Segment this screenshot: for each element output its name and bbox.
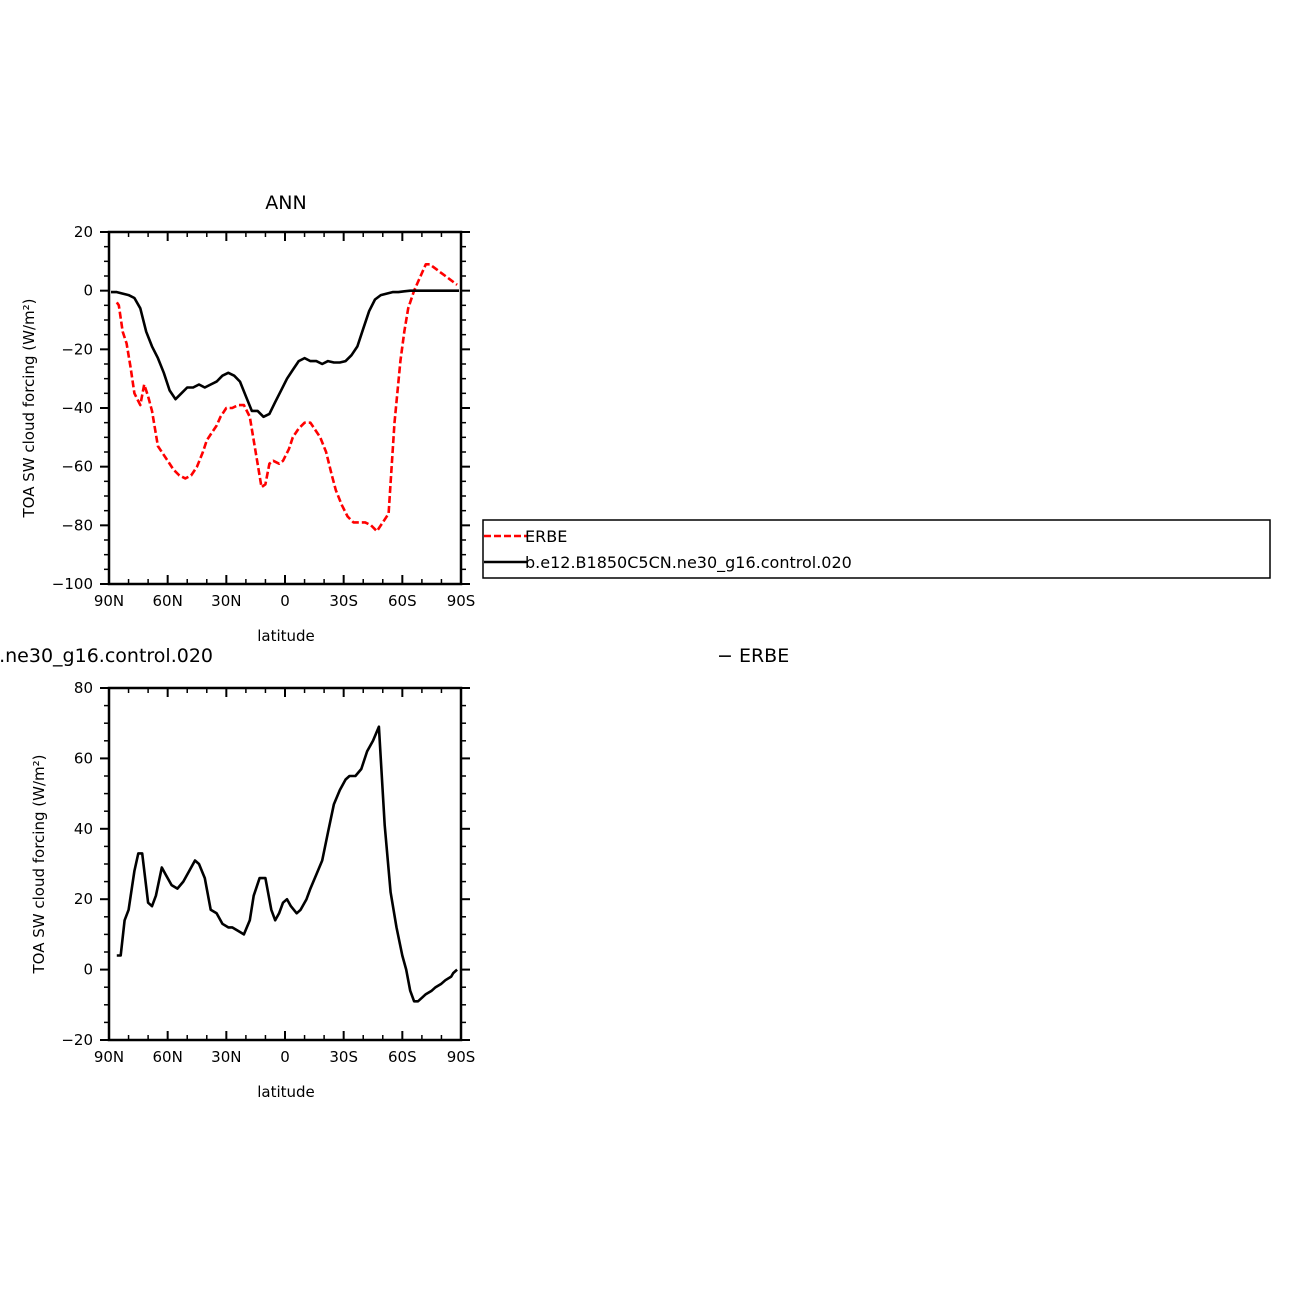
- x-tick-label: 90N: [94, 1048, 124, 1066]
- x-tick-label: 0: [280, 1048, 290, 1066]
- y-tick-label: 0: [83, 961, 93, 979]
- y-tick-label: 80: [74, 679, 93, 697]
- panel1-series-line-b-e12-b1850c5cn-ne30-g16-control-020: [111, 289, 459, 419]
- y-tick-label: −60: [61, 458, 93, 476]
- legend-model-label: b.e12.B1850C5CN.ne30_g16.control.020: [525, 553, 852, 573]
- panel2-series-line-difference: [116, 725, 458, 1003]
- y-tick-label: −20: [61, 340, 93, 358]
- y-tick-label: 60: [74, 749, 93, 767]
- y-tick-label: 40: [74, 820, 93, 838]
- y-tick-label: −100: [52, 575, 93, 593]
- panel2-title-left: b.e12.B1850C5CN.ne30_g16.control.020: [0, 645, 213, 667]
- y-tick-label: 20: [74, 890, 93, 908]
- panel1-x-axis-label: latitude: [257, 627, 315, 645]
- panel1-tick-labels: 90N 60N 30N 0 30S 60S 90S 20 0 −20 −40 −60 −80 −100: [52, 223, 476, 610]
- panel2-series: [116, 725, 458, 1003]
- panel1-series: [111, 262, 459, 533]
- difference-panel: b.e12.B1850C5CN.ne30_g16.control.020 − E…: [0, 645, 789, 1101]
- panel1-title: ANN: [265, 192, 306, 214]
- x-tick-label: 30S: [329, 1048, 358, 1066]
- panel2-title-right: − ERBE: [717, 645, 789, 667]
- panel1-series-line-erbe: [115, 262, 458, 533]
- x-tick-label: 30N: [211, 1048, 241, 1066]
- y-tick-label: −40: [61, 399, 93, 417]
- x-tick-label: 90S: [447, 1048, 476, 1066]
- y-tick-label: −20: [61, 1031, 93, 1049]
- panel1-y-axis-label: TOA SW cloud forcing (W/m²): [20, 299, 38, 519]
- annual-cloud-forcing-panel: ANN 90N 60N 30N 0 30S 60S 90S 20 0 −20 −40 −60 −80 −1…: [20, 192, 475, 645]
- legend-box: [482, 519, 1271, 579]
- panel2-y-axis-label: TOA SW cloud forcing (W/m²): [30, 755, 48, 975]
- x-tick-label: 0: [280, 592, 290, 610]
- panel2-plot-frame: [107, 686, 463, 1042]
- panel1-plot-frame: [107, 230, 463, 586]
- x-tick-label: 60S: [388, 1048, 417, 1066]
- y-tick-label: −80: [61, 516, 93, 534]
- x-tick-label: 60S: [388, 592, 417, 610]
- x-tick-label: 60N: [153, 1048, 183, 1066]
- panel1-ticks: [100, 231, 470, 585]
- y-tick-label: 20: [74, 223, 93, 241]
- panel2-tick-labels: 90N 60N 30N 0 30S 60S 90S 80 60 40 20 0 −20: [61, 679, 475, 1066]
- x-tick-label: 30S: [329, 592, 358, 610]
- x-tick-label: 30N: [211, 592, 241, 610]
- x-tick-label: 90N: [94, 592, 124, 610]
- x-tick-label: 90S: [447, 592, 476, 610]
- panel2-x-axis-label: latitude: [257, 1083, 315, 1101]
- y-tick-label: 0: [83, 282, 93, 300]
- legend-erbe-label: ERBE: [525, 527, 567, 546]
- legend: ERBE b.e12.B1850C5CN.ne30_g16.control.02…: [482, 519, 1271, 579]
- panel2-ticks: [100, 687, 470, 1041]
- x-tick-label: 60N: [153, 592, 183, 610]
